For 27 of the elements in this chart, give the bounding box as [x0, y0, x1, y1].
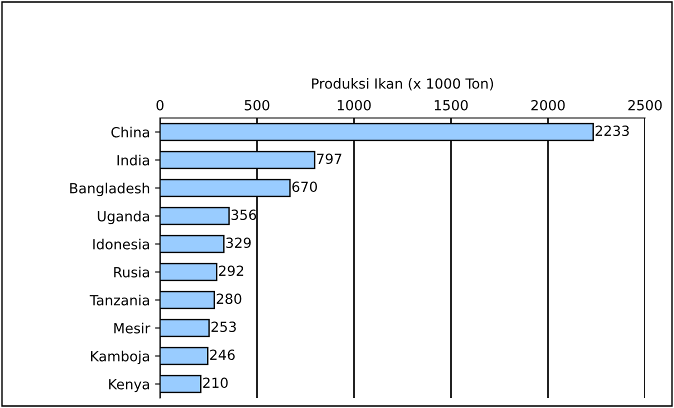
data-label: 670: [292, 182, 317, 192]
y-tick-label: Idonesia: [93, 238, 150, 250]
x-tick-label: 2500: [628, 100, 662, 110]
y-tick-label: Bangladesh: [70, 182, 150, 196]
x-tick-label: 0: [156, 100, 164, 110]
y-tick-label: India: [118, 154, 150, 166]
y-tick-label: Mesir: [114, 322, 150, 334]
data-label: 356: [232, 210, 256, 220]
x-tick-label: 1000: [338, 100, 371, 110]
y-tick-label: China: [111, 126, 150, 138]
x-axis-title: Produksi Ikan (x 1000 Ton): [312, 78, 494, 90]
x-tick-label: 500: [244, 100, 270, 110]
data-label: 329: [226, 238, 251, 248]
y-tick-label: Kenya: [109, 379, 150, 392]
data-label: 210: [203, 378, 228, 388]
data-label: 253: [211, 322, 236, 332]
x-tick-label: 2000: [531, 100, 565, 110]
data-label: 246: [210, 350, 235, 360]
y-tick-label: Tanzania: [90, 294, 150, 306]
data-label: 292: [219, 266, 244, 276]
data-label: 2233: [596, 126, 629, 136]
y-tick-label: Uganda: [98, 210, 150, 224]
y-tick-label: Rusia: [114, 266, 150, 278]
y-tick-label: Kamboja: [91, 350, 150, 364]
x-tick-label: 1500: [434, 100, 468, 110]
data-label: 280: [216, 294, 242, 304]
data-label: 797: [317, 154, 342, 164]
